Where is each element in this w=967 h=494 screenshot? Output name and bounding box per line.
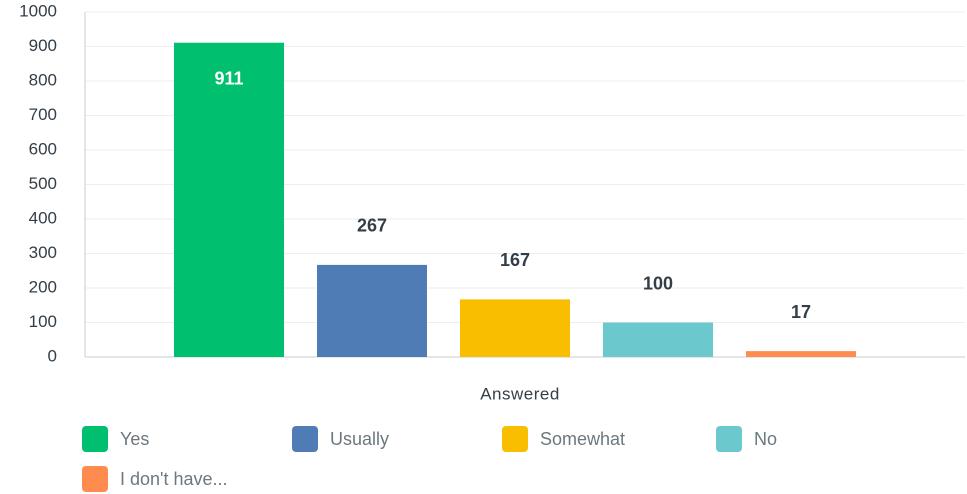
y-tick-label: 300 <box>29 243 57 262</box>
bar <box>317 264 427 357</box>
y-tick-label: 0 <box>48 346 57 365</box>
bar <box>460 299 570 357</box>
legend-label: Yes <box>120 429 149 449</box>
value-label: 911 <box>214 68 243 88</box>
legend-swatch <box>502 426 528 452</box>
y-tick-label: 800 <box>29 70 57 89</box>
value-label: 100 <box>643 273 673 293</box>
bar <box>174 42 284 358</box>
value-label: 17 <box>791 302 811 322</box>
legend-label: I don't have... <box>120 469 228 489</box>
x-tick-label: Answered <box>480 384 560 403</box>
legend-swatch <box>82 426 108 452</box>
y-tick-label: 900 <box>29 36 57 55</box>
value-label: 267 <box>357 216 387 236</box>
y-tick-label: 600 <box>29 139 57 158</box>
value-label: 167 <box>500 250 530 270</box>
y-tick-label: 400 <box>29 208 57 227</box>
legend-label: Somewhat <box>540 429 625 449</box>
legend-swatch <box>292 426 318 452</box>
y-tick-label: 1000 <box>19 1 57 20</box>
y-tick-label: 700 <box>29 105 57 124</box>
y-tick-label: 500 <box>29 174 57 193</box>
bar <box>746 351 856 357</box>
bar <box>603 322 713 357</box>
legend-swatch <box>82 466 108 492</box>
y-tick-label: 100 <box>29 312 57 331</box>
legend-label: No <box>754 429 777 449</box>
legend-swatch <box>716 426 742 452</box>
y-tick-label: 200 <box>29 277 57 296</box>
legend-label: Usually <box>330 429 389 449</box>
